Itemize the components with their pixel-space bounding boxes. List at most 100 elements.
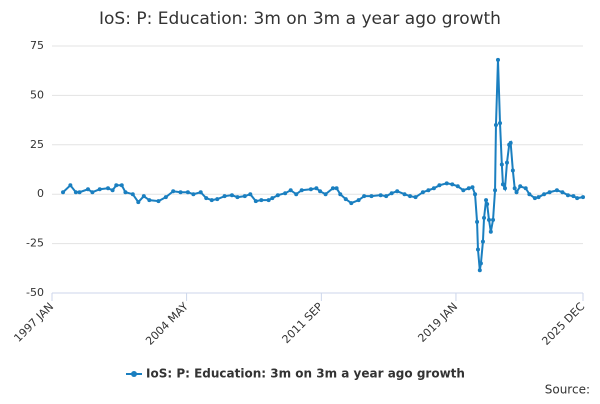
data-point xyxy=(73,190,78,195)
data-point xyxy=(68,183,73,188)
y-tick-label: -25 xyxy=(26,237,44,250)
data-point xyxy=(163,195,168,200)
data-point xyxy=(480,239,485,244)
data-point xyxy=(488,229,493,234)
data-point xyxy=(514,190,519,195)
data-point xyxy=(575,196,580,201)
y-tick-label: 25 xyxy=(30,138,44,151)
data-point xyxy=(455,184,460,189)
data-point xyxy=(473,192,478,197)
data-point xyxy=(502,186,507,191)
data-point xyxy=(362,194,367,199)
data-point xyxy=(77,190,82,195)
data-point xyxy=(508,140,513,145)
data-point xyxy=(242,194,247,199)
y-tick-label: 75 xyxy=(30,39,44,52)
data-point xyxy=(259,198,264,203)
data-point xyxy=(518,184,523,189)
data-point xyxy=(499,162,504,167)
y-tick-label: 0 xyxy=(37,187,44,200)
data-point xyxy=(536,195,541,200)
x-tick-label: 2025 DEC xyxy=(539,300,587,348)
data-point xyxy=(466,186,471,191)
data-point xyxy=(470,185,475,190)
legend-marker xyxy=(131,371,137,377)
data-point xyxy=(356,198,361,203)
data-point xyxy=(171,189,176,194)
data-point xyxy=(493,123,498,128)
data-point xyxy=(408,194,413,199)
data-point xyxy=(426,188,431,193)
data-point xyxy=(431,186,436,191)
data-point xyxy=(349,201,354,206)
x-tick-label: 2019 JAN xyxy=(415,300,460,345)
data-point xyxy=(482,215,487,220)
data-point xyxy=(114,183,119,188)
data-point xyxy=(283,191,288,196)
data-point xyxy=(215,197,220,202)
y-tick-label: 50 xyxy=(30,88,44,101)
data-point xyxy=(294,192,299,197)
data-point xyxy=(147,198,152,203)
data-point xyxy=(495,57,500,62)
data-point xyxy=(275,193,280,198)
data-point xyxy=(229,193,234,198)
data-point xyxy=(523,186,528,191)
y-tick-label: -50 xyxy=(26,286,44,299)
data-point xyxy=(444,181,449,186)
data-point xyxy=(402,192,407,197)
data-point xyxy=(106,186,111,191)
data-point xyxy=(493,188,498,193)
data-point xyxy=(97,187,102,192)
data-point xyxy=(123,190,128,195)
data-point xyxy=(486,217,491,222)
data-point xyxy=(90,190,95,195)
data-point xyxy=(185,190,190,195)
source: Source: xyxy=(545,383,590,397)
data-point xyxy=(571,194,576,199)
data-point xyxy=(253,199,258,204)
data-point xyxy=(130,192,135,197)
data-point xyxy=(478,261,483,266)
data-point xyxy=(323,192,328,197)
data-point xyxy=(343,197,348,202)
data-point xyxy=(450,182,455,187)
data-point xyxy=(156,199,161,204)
data-point xyxy=(389,191,394,196)
data-point xyxy=(547,190,552,195)
data-point xyxy=(512,186,517,191)
data-point xyxy=(527,192,532,197)
data-point xyxy=(308,187,313,192)
chart-title: IoS: P: Education: 3m on 3m a year ago g… xyxy=(99,9,501,29)
data-point xyxy=(437,183,442,188)
data-point xyxy=(413,195,418,200)
data-point xyxy=(560,190,565,195)
series-line xyxy=(62,59,584,271)
data-point xyxy=(61,190,66,195)
data-point xyxy=(420,190,425,195)
data-point xyxy=(330,186,335,191)
x-tick-label: 2011 SEP xyxy=(280,300,326,346)
data-point xyxy=(384,194,389,199)
data-point xyxy=(110,188,115,193)
data-point xyxy=(461,188,466,193)
data-point xyxy=(178,190,183,195)
data-point xyxy=(500,182,505,187)
data-point xyxy=(475,219,480,224)
data-point xyxy=(334,186,339,191)
data-point xyxy=(491,217,496,222)
data-point xyxy=(198,190,203,195)
data-point xyxy=(484,198,489,203)
data-point xyxy=(378,193,383,198)
data-point xyxy=(498,121,503,126)
data-point xyxy=(119,183,124,188)
data-point xyxy=(288,188,293,193)
data-point xyxy=(248,192,253,197)
data-point xyxy=(477,268,482,273)
data-point xyxy=(204,196,209,201)
data-point xyxy=(314,186,319,191)
data-point xyxy=(266,198,271,203)
data-point xyxy=(395,189,400,194)
data-point xyxy=(554,188,559,193)
data-point xyxy=(191,192,196,197)
